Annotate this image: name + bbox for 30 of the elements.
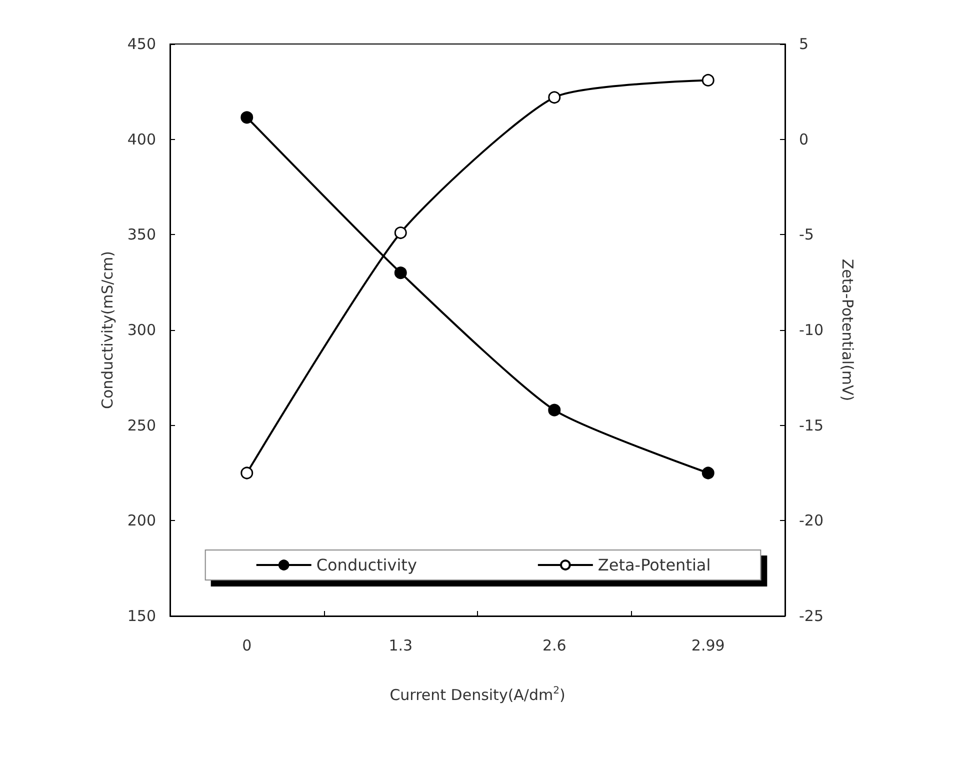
point (240, 466, 254, 480)
x-tick-label: 0 (242, 636, 252, 654)
legend-label: Conductivity (316, 556, 417, 574)
y2-tick-label: -10 (799, 321, 824, 339)
point (394, 266, 407, 280)
point (702, 466, 714, 480)
y-tick-label: 200 (127, 512, 156, 530)
y2-tick-label: -5 (799, 226, 814, 244)
legend-label: Zeta-Potential (598, 556, 711, 574)
y2-tick-label: -20 (799, 512, 824, 530)
y-tick-label: 300 (127, 321, 156, 339)
y-tick-label: 350 (127, 226, 156, 244)
y2-tick-label: -25 (799, 607, 824, 625)
y2-axis-title: Zeta-Potential(mV) (838, 258, 856, 402)
point (394, 226, 407, 240)
y-tick-label: 150 (127, 607, 156, 625)
x-tick-label: 2.99 (691, 636, 725, 654)
y2-tick-label: -15 (799, 416, 824, 434)
y-tick-label: 450 (127, 35, 156, 53)
point (548, 404, 561, 416)
y-tick-label: 250 (127, 416, 156, 434)
y2-tick-label: 5 (799, 35, 809, 53)
y-tick-label: 400 (127, 130, 156, 148)
x-tick-label: 2.6 (542, 636, 566, 654)
point (240, 111, 254, 124)
y-axis-title: Conductivity(mS/cm) (98, 250, 116, 410)
y2-tick-label: 0 (799, 130, 809, 148)
point (702, 74, 714, 86)
x-tick-label: 1.3 (388, 636, 413, 654)
point (548, 91, 561, 104)
